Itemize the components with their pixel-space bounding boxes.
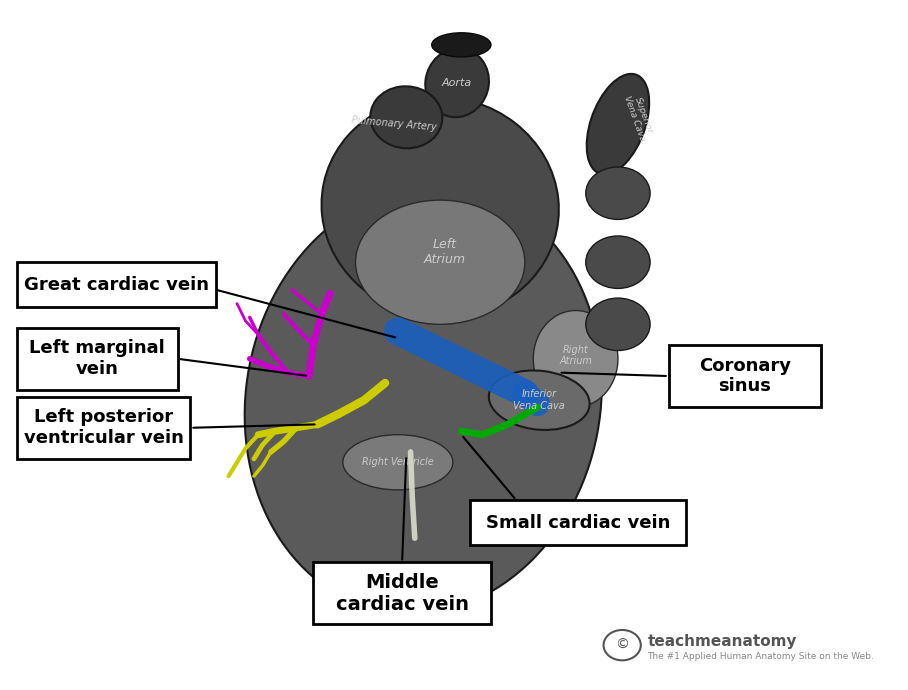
Text: Right
Atrium: Right Atrium — [559, 344, 592, 366]
Text: ©: © — [616, 638, 629, 652]
Circle shape — [586, 236, 650, 288]
Ellipse shape — [370, 86, 442, 148]
Ellipse shape — [425, 48, 489, 117]
Ellipse shape — [321, 97, 558, 317]
FancyBboxPatch shape — [469, 500, 686, 545]
FancyBboxPatch shape — [17, 397, 191, 459]
Text: Right Ventricle: Right Ventricle — [362, 457, 434, 467]
Text: Left posterior
ventricular vein: Left posterior ventricular vein — [24, 408, 183, 447]
Ellipse shape — [587, 74, 649, 175]
Text: teachmeanatomy: teachmeanatomy — [647, 634, 797, 649]
Ellipse shape — [533, 310, 618, 407]
FancyBboxPatch shape — [17, 328, 178, 390]
Ellipse shape — [356, 200, 525, 324]
Text: Great cardiac vein: Great cardiac vein — [24, 275, 209, 294]
Ellipse shape — [244, 187, 602, 613]
Text: Left
Atrium: Left Atrium — [423, 238, 466, 266]
Text: Superior
Vena Cava: Superior Vena Cava — [622, 92, 656, 143]
FancyBboxPatch shape — [313, 562, 491, 624]
Text: Left marginal
vein: Left marginal vein — [29, 339, 165, 378]
Text: Coronary
sinus: Coronary sinus — [699, 357, 791, 395]
Text: Aorta: Aorta — [442, 78, 472, 88]
Text: Pulmonary Artery: Pulmonary Artery — [350, 115, 437, 133]
Text: Small cardiac vein: Small cardiac vein — [486, 513, 670, 532]
Ellipse shape — [343, 435, 453, 490]
Circle shape — [586, 298, 650, 351]
FancyBboxPatch shape — [668, 345, 821, 407]
Circle shape — [586, 167, 650, 219]
Ellipse shape — [431, 32, 491, 57]
Text: Inferior
Vena Cava: Inferior Vena Cava — [513, 389, 565, 411]
FancyBboxPatch shape — [17, 262, 216, 307]
Text: Middle
cardiac vein: Middle cardiac vein — [336, 573, 469, 614]
Ellipse shape — [489, 371, 589, 430]
Text: The #1 Applied Human Anatomy Site on the Web.: The #1 Applied Human Anatomy Site on the… — [647, 652, 874, 662]
